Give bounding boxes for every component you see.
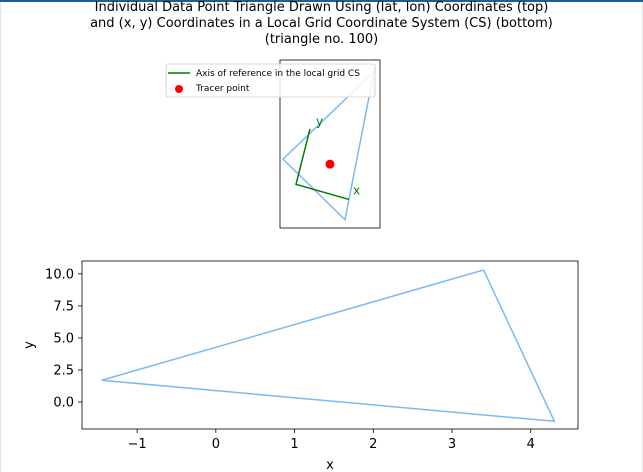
y-tick-label: 10.0: [45, 267, 74, 282]
bottom-plot-frame: [81, 260, 579, 430]
bottom-triangle-line: [101, 269, 556, 423]
legend-dot-swatch: [175, 85, 183, 93]
figure-title: Individual Data Point Triangle Drawn Usi…: [90, 0, 553, 47]
top-legend: Axis of reference in the local grid CS Tr…: [165, 63, 376, 98]
x-tick-label: 4: [527, 437, 535, 452]
y-tick-label: 2.5: [53, 364, 74, 379]
window-left-edge: [0, 2, 1, 472]
x-tick-label: 3: [448, 437, 456, 452]
x-axis-label: x: [326, 458, 334, 472]
legend-entry-tracer-point: Tracer point: [195, 84, 250, 94]
x-tick-label: 2: [369, 437, 377, 452]
top-axis-letter-x: x: [353, 183, 360, 197]
legend-entry-axis-reference: Axis of reference in the local grid CS: [196, 69, 360, 79]
x-tick-label: 0: [212, 437, 220, 452]
window-top-bar: [0, 0, 643, 2]
top-axis-reference-line: [295, 128, 350, 201]
x-tick-label: −1: [128, 437, 147, 452]
legend-box: [165, 63, 376, 98]
y-tick-label: 0.0: [53, 396, 74, 411]
y-tick-label: 5.0: [53, 331, 74, 346]
y-tick-label: 7.5: [53, 299, 74, 314]
top-tracer-point: [325, 159, 335, 169]
top-plot-frame: [279, 59, 381, 229]
x-tick-label: 1: [290, 437, 298, 452]
y-axis-label: y: [22, 341, 37, 349]
top-axis-letter-y: y: [316, 115, 323, 129]
